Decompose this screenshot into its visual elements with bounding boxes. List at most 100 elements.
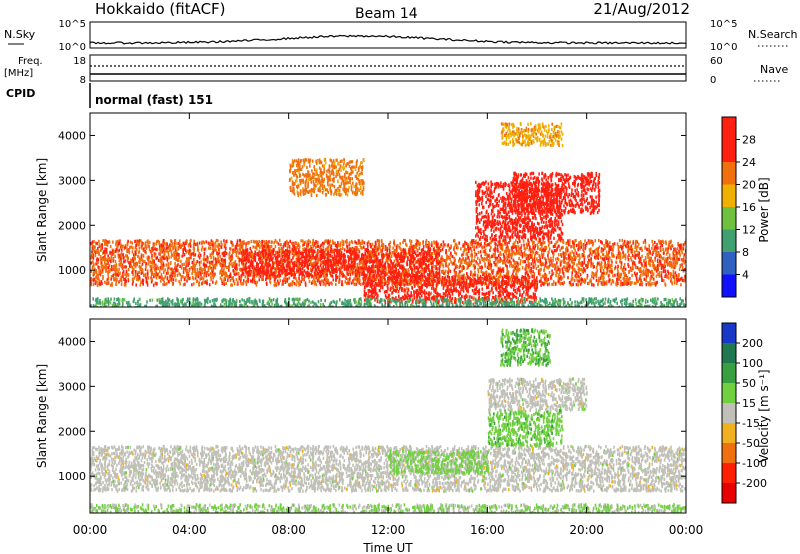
power-cell-0: [573, 252, 575, 256]
power-cell-0: [561, 253, 563, 257]
power-cell-0: [276, 254, 279, 258]
power-cell-0: [571, 258, 573, 262]
power-cell-0: [432, 274, 434, 278]
power-cell-0: [393, 241, 395, 245]
power-cell-0: [216, 251, 218, 255]
power-cell-0: [623, 262, 626, 267]
power-cell-0: [259, 253, 261, 257]
power-cell-0: [317, 265, 320, 269]
power-cell-0: [490, 266, 492, 270]
power-cell-0: [615, 256, 618, 260]
power-cell-0: [187, 263, 189, 267]
power-cell-0: [473, 263, 475, 267]
power-cell-0: [144, 273, 147, 277]
power-cell-0: [300, 256, 303, 260]
power-cell-0: [106, 240, 109, 244]
power-cell-0: [542, 252, 545, 256]
power-cell-0: [182, 248, 184, 252]
power-cell-0: [95, 249, 98, 253]
power-cell-0: [583, 255, 586, 259]
power-cell-0: [522, 239, 525, 243]
power-cell-0: [609, 256, 611, 260]
power-cell-0: [550, 259, 552, 263]
power-cell-0: [653, 248, 655, 252]
power-cell-0: [93, 240, 95, 244]
power-cell-0: [419, 257, 422, 261]
power-cell-0: [155, 282, 158, 286]
power-cell-0: [667, 247, 669, 251]
power-cell-0: [214, 257, 217, 261]
power-cell-0: [112, 259, 115, 263]
power-cell-0: [223, 267, 225, 271]
power-cell-0: [133, 276, 136, 280]
power-cell-0: [501, 267, 504, 272]
power-cell-0: [260, 275, 262, 279]
power-cell-0: [253, 240, 256, 244]
power-cell-0: [234, 249, 236, 253]
power-cell-0: [221, 252, 223, 256]
power-cell-0: [644, 238, 646, 243]
power-cell-0: [500, 268, 503, 272]
power-cell-0: [602, 280, 605, 284]
power-cell-0: [191, 271, 193, 276]
power-cell-0: [358, 276, 361, 280]
power-cell-0: [450, 281, 452, 285]
power-cell-0: [481, 271, 484, 275]
power-cell-0: [223, 279, 225, 283]
power-cell-1: [294, 273, 296, 277]
power-cell-0: [324, 252, 327, 256]
power-cell-0: [157, 239, 159, 243]
power-cell-0: [629, 281, 632, 285]
power-cell-0: [638, 251, 640, 255]
power-cell-0: [283, 242, 285, 247]
power-cell-0: [681, 246, 684, 250]
power-cell-0: [175, 249, 178, 254]
power-cell-0: [162, 248, 165, 252]
power-cell-0: [169, 248, 172, 252]
power-cell-0: [463, 273, 465, 277]
power-cell-1: [341, 264, 344, 269]
power-cell-0: [611, 270, 613, 274]
power-cell-0: [116, 242, 119, 246]
power-cell-0: [622, 250, 624, 254]
power-cell-0: [93, 264, 95, 268]
power-cell-0: [639, 283, 641, 287]
power-cell-0: [611, 263, 613, 268]
power-cell-0: [630, 246, 632, 250]
power-cell-0: [453, 239, 456, 243]
power-cell-0: [319, 274, 321, 278]
power-cell-0: [533, 272, 536, 276]
power-cell-0: [579, 240, 582, 244]
power-cell-0: [206, 282, 208, 286]
power-cell-0: [502, 261, 504, 265]
power-cell-0: [169, 274, 171, 278]
power-cell-0: [137, 243, 140, 247]
power-cell-0: [606, 270, 609, 274]
power-cell-0: [461, 266, 463, 270]
power-cell-0: [543, 274, 546, 278]
power-cell-0: [462, 264, 464, 269]
power-cell-0: [132, 258, 134, 262]
power-cell-0: [409, 256, 412, 260]
power-cell-0: [126, 249, 128, 253]
power-cell-0: [490, 246, 492, 250]
power-cell-0: [144, 249, 146, 254]
power-cell-0: [199, 266, 202, 270]
power-cell-0: [411, 254, 413, 258]
power-cell-0: [479, 265, 481, 270]
power-cell-0: [382, 243, 385, 247]
power-cell-0: [126, 241, 129, 245]
power-cell-0: [182, 270, 185, 274]
power-cell-0: [641, 270, 643, 274]
power-cell-0: [162, 261, 165, 265]
power-cell-0: [180, 259, 182, 263]
power-cell-0: [603, 258, 606, 262]
power-cell-1: [304, 263, 307, 267]
power-cell-0: [106, 242, 109, 247]
power-cell-0: [198, 251, 201, 256]
power-cell-0: [654, 258, 656, 262]
power-cell-0: [439, 245, 442, 249]
power-cell-0: [341, 246, 344, 251]
power-cell-0: [159, 269, 161, 273]
power-cell-0: [648, 256, 651, 260]
